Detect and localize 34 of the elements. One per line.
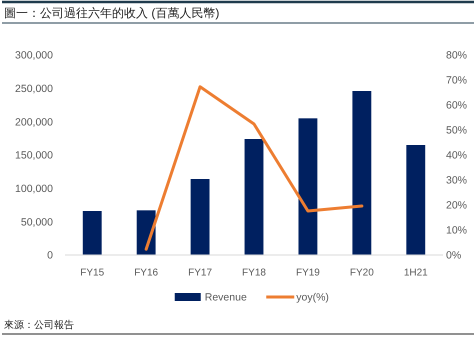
y-tick-label: 100,000 [15,183,54,196]
x-tick-label: FY18 [242,268,266,278]
bar [190,179,210,255]
y2-tick-label: 20% [446,200,468,212]
y2-tick-label: 40% [446,150,468,162]
y-tick-label: 50,000 [20,216,54,228]
y2-tick-label: 10% [446,224,468,237]
x-tick-label: FY16 [134,268,159,278]
y2-tick-label: 60% [446,100,468,112]
y2-tick-label: 70% [446,74,468,87]
y-tick-label: 200,000 [15,116,54,128]
bar [82,211,102,255]
chart-title: 圖一：公司過往六年的收入 (百萬人民幣) [4,6,220,20]
line-series [144,85,364,251]
x-tick-label: 1H21 [404,268,428,278]
y2-tick-label: 50% [446,124,468,137]
text: 來源：公司報告 [4,319,74,331]
x-tick-label: FY15 [80,268,105,278]
y2-tick-label: 80% [446,50,468,62]
y2-tick-label: 30% [446,174,468,187]
y2-tick-label: 0% [446,250,462,262]
x-tick-label: FY20 [350,268,374,278]
bar [244,139,264,255]
bar [352,91,372,255]
y-tick-label: 300,000 [15,50,54,62]
y-tick-label: 0 [47,250,54,262]
x-tick-label: FY17 [188,268,212,278]
legend-label: Revenue [204,292,247,304]
bar [406,145,426,255]
y-tick-label: 150,000 [15,150,54,162]
x-tick-label: FY19 [296,268,320,278]
y-tick-label: 250,000 [15,83,54,96]
legend-label: yoy(%) [296,292,329,304]
bar [298,118,318,255]
